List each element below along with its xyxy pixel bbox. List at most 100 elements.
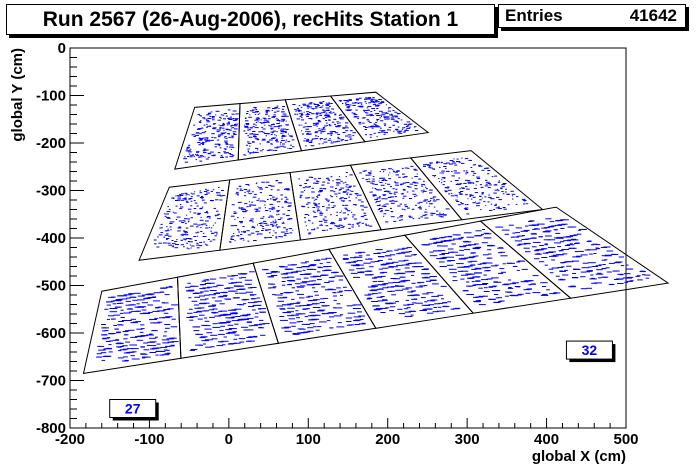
rechit-point [134,292,141,294]
rechit-point [464,204,467,206]
rechit-point [189,349,196,351]
rechit-point [428,205,430,207]
rechit-point [394,249,399,251]
rechit-point [347,110,351,111]
rechit-point [319,302,325,303]
rechit-point [549,272,554,274]
rechit-point [392,261,399,263]
rechit-point [475,235,483,237]
rechit-point [439,266,447,267]
rechit-point [233,297,238,299]
rechit-point [358,194,362,196]
rechit-point [316,206,320,208]
rechit-point [601,255,608,257]
rechit-point [502,193,505,195]
rechit-point [292,229,294,231]
rechit-point [245,133,248,134]
rechit-point [174,241,178,243]
rechit-point [268,194,273,196]
rechit-point [367,105,372,107]
rechit-point [344,127,349,129]
rechit-point [406,247,412,249]
rechit-point [259,188,263,190]
rechit-point [322,111,326,113]
rechit-point [257,118,260,119]
rechit-point [526,203,529,205]
rechit-point [224,152,228,154]
rechit-point [254,133,259,135]
rechit-point [360,105,364,107]
rechit-point [288,280,296,282]
rechit-point [465,273,470,275]
rechit-point [196,205,199,207]
rechit-point [440,310,446,312]
rechit-point [307,295,313,297]
rechit-point [419,208,422,210]
rechit-point [328,133,333,135]
rechit-point [325,257,332,259]
rechit-point [230,144,234,146]
rechit-point [120,346,124,347]
rechit-point [602,264,606,265]
rechit-point [502,284,509,286]
rechit-point [272,271,280,273]
rechit-point [372,195,377,197]
rechit-point [474,284,480,286]
rechit-point [184,239,187,241]
rechit-point [238,231,241,233]
rechit-point [249,287,257,288]
rechit-point [309,319,317,321]
rechit-point [276,214,278,216]
rechit-point [380,312,386,313]
rechit-point [342,212,346,214]
rechit-point [296,278,301,280]
rechit-point [316,122,319,124]
rechit-point [208,226,210,228]
rechit-point [507,204,510,206]
rechit-point [499,268,505,270]
rechit-point [156,343,161,345]
rechit-point [243,154,247,156]
rechit-point [623,273,631,275]
rechit-point [364,294,371,296]
rechit-point [465,173,467,175]
rechit-point [316,125,318,127]
rechit-point [515,232,520,234]
rechit-point [264,237,268,239]
rechit-point [345,104,350,105]
rechit-point [381,101,385,103]
rechit-point [235,123,238,125]
rechit-point [214,235,217,237]
rechit-point [200,216,202,218]
rechit-point [421,183,425,185]
rechit-point [183,246,185,248]
rechit-point [450,251,459,253]
rechit-point [287,147,289,149]
rechit-point [186,290,193,292]
rechit-point [233,225,238,227]
rechit-point [313,228,316,230]
rechit-point [346,210,351,212]
y-tick-label: -200 [36,135,66,152]
rechit-point [416,173,418,175]
rechit-point [494,264,499,266]
rechit-point [223,294,228,296]
rechit-point [148,333,153,335]
rechit-point [419,310,427,311]
rechit-point [231,135,234,137]
rechit-point [301,323,309,325]
rechit-point [152,310,160,312]
rechit-point [325,269,331,271]
rechit-point [168,208,171,210]
rechit-point [393,220,397,222]
rechit-point [233,233,235,234]
rechit-point [448,251,454,253]
rechit-point [493,301,501,303]
rechit-point [171,304,178,306]
rechit-point [446,190,448,192]
rechit-point [281,327,288,329]
rechit-point [569,243,573,245]
rechit-point [349,99,352,101]
rechit-point [377,280,384,282]
rechit-point [183,158,188,160]
